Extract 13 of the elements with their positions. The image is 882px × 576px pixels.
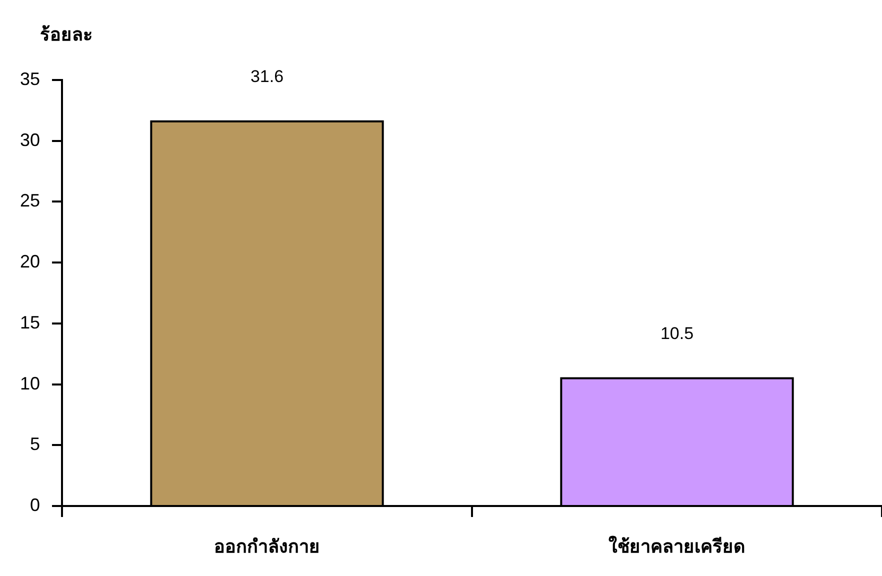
y-tick-label: 30 — [20, 130, 40, 150]
data-label: 10.5 — [660, 324, 694, 343]
x-tick-label: ใช้ยาคลายเครียด — [608, 535, 746, 558]
y-axis-title: ร้อยละ — [40, 24, 93, 46]
data-label: 31.6 — [250, 67, 284, 86]
y-tick-label: 15 — [20, 312, 40, 332]
y-tick-label: 35 — [20, 68, 40, 89]
y-tick-label: 25 — [20, 190, 40, 211]
y-tick-label: 5 — [30, 434, 40, 454]
y-tick-label: 20 — [20, 252, 40, 272]
x-tick-label: ออกกำลังกาย — [214, 536, 320, 558]
y-tick-label: 10 — [20, 373, 40, 394]
y-tick-label: 0 — [30, 494, 40, 515]
